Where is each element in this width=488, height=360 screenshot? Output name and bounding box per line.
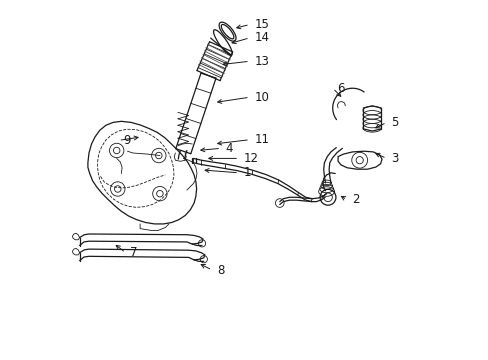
Text: 7: 7 bbox=[130, 246, 138, 259]
Text: 9: 9 bbox=[123, 134, 130, 147]
Text: 4: 4 bbox=[225, 142, 233, 155]
Text: 1: 1 bbox=[244, 166, 251, 179]
Text: 6: 6 bbox=[337, 82, 344, 95]
Text: 11: 11 bbox=[254, 133, 269, 146]
Text: 14: 14 bbox=[254, 31, 269, 44]
Text: 10: 10 bbox=[254, 91, 269, 104]
Text: 5: 5 bbox=[390, 116, 398, 129]
Text: 2: 2 bbox=[351, 193, 359, 206]
Text: 8: 8 bbox=[216, 264, 224, 276]
Text: 15: 15 bbox=[254, 18, 269, 31]
Text: 3: 3 bbox=[390, 152, 398, 165]
Text: 13: 13 bbox=[254, 55, 269, 68]
Text: 12: 12 bbox=[244, 152, 258, 165]
